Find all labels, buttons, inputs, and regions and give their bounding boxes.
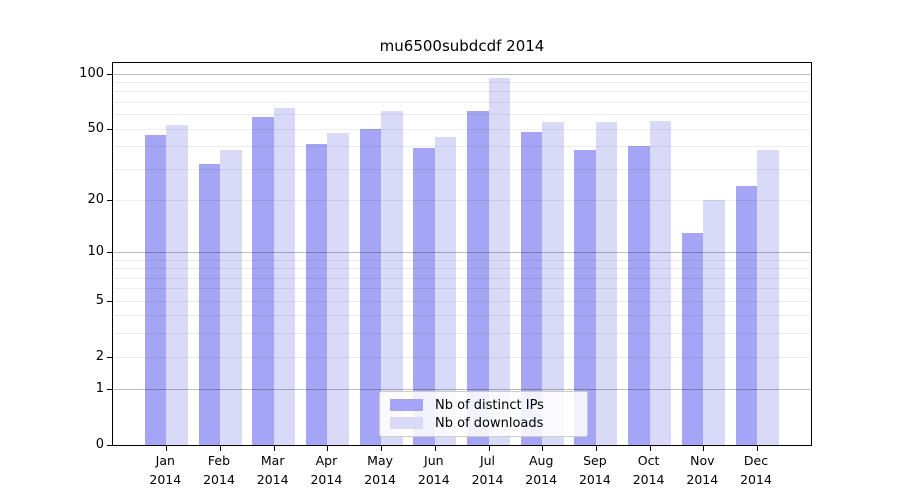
bar-distinct-ips: [520, 131, 543, 445]
x-tick-mark: [542, 446, 544, 451]
ticks-layer: [107, 63, 811, 451]
y-tick-label: 20: [87, 191, 104, 207]
x-tick-mark: [166, 446, 168, 451]
y-tick-label: 0: [95, 437, 104, 452]
bar-downloads: [327, 133, 349, 445]
y-tick-label: 2: [95, 348, 104, 364]
x-tick-mark: [273, 446, 275, 451]
bar-downloads: [595, 122, 618, 445]
bar-downloads: [220, 150, 242, 445]
x-tick-mark: [649, 446, 651, 451]
x-tick-label: Sep 2014: [578, 453, 611, 487]
legend: Nb of distinct IPs Nb of downloads: [379, 391, 588, 437]
bar-downloads: [166, 125, 188, 445]
bar-distinct-ips: [735, 185, 757, 445]
x-tick-mark: [327, 446, 329, 451]
legend-label-distinct-ips: Nb of distinct IPs: [435, 397, 544, 413]
x-tick-label: Dec 2014: [740, 453, 772, 487]
y-tick-mark: [107, 445, 112, 446]
bar-distinct-ips: [252, 116, 274, 445]
y-tick-label: 5: [95, 292, 104, 308]
bar-distinct-ips: [305, 144, 328, 445]
bar-distinct-ips: [144, 135, 167, 445]
legend-label-downloads: Nb of downloads: [435, 415, 544, 431]
legend-swatch-downloads: [390, 417, 423, 429]
x-tick-mark: [703, 446, 705, 451]
x-axis-labels: Jan 2014 Feb 2014 Mar 2014 Apr 2014 May 2014 Jun 20…: [112, 451, 812, 495]
y-tick-mark: [107, 300, 112, 302]
legend-item-downloads: Nb of downloads: [390, 415, 577, 431]
y-tick-mark: [107, 252, 112, 253]
y-tick-mark: [107, 356, 112, 358]
bar-downloads: [488, 78, 510, 445]
bar-downloads: [273, 107, 296, 445]
y-tick-label: 10: [87, 244, 104, 259]
x-tick-label: Nov 2014: [686, 453, 719, 487]
bar-distinct-ips: [413, 148, 435, 445]
bar-distinct-ips: [198, 163, 220, 445]
x-tick-label: Aug 2014: [525, 453, 558, 487]
x-tick-mark: [488, 446, 490, 451]
y-tick-label: 1: [95, 381, 104, 397]
x-tick-label: Jul 2014: [471, 453, 504, 487]
bar-distinct-ips: [467, 111, 489, 445]
bar-distinct-ips: [681, 232, 704, 445]
x-tick-mark: [220, 446, 221, 451]
bar-downloads: [757, 150, 779, 445]
x-tick-label: Jun 2014: [417, 453, 450, 487]
bar-distinct-ips: [628, 146, 650, 445]
legend-swatch-distinct-ips: [390, 399, 423, 411]
y-tick-mark: [107, 128, 112, 130]
bar-downloads: [542, 122, 564, 445]
x-tick-label: Oct 2014: [632, 453, 665, 487]
bar-downloads: [381, 111, 403, 445]
x-tick-mark: [434, 446, 436, 451]
plot-area: Nb of distinct IPs Nb of downloads: [107, 62, 812, 451]
bar-distinct-ips: [574, 150, 596, 445]
x-tick-mark: [757, 446, 758, 451]
bar-distinct-ips: [359, 128, 382, 445]
bars-layer: [113, 63, 811, 445]
y-tick-label: 50: [87, 120, 104, 136]
x-tick-label: Feb 2014: [203, 453, 235, 487]
x-tick-label: Mar 2014: [256, 453, 289, 487]
x-tick-mark: [595, 446, 597, 451]
y-tick-mark: [107, 73, 112, 75]
chart-title: mu6500subdcdf 2014: [379, 37, 545, 55]
x-tick-mark: [381, 446, 383, 451]
y-tick-label: 100: [79, 65, 104, 81]
y-tick-mark: [107, 389, 112, 391]
x-tick-label: May 2014: [364, 453, 396, 487]
x-tick-label: Apr 2014: [310, 453, 343, 487]
legend-item-distinct-ips: Nb of distinct IPs: [390, 397, 577, 413]
bar-downloads: [434, 136, 457, 445]
bar-downloads: [649, 120, 672, 445]
y-axis-labels: 100 50 20 10 5 2 1 0: [0, 62, 104, 453]
y-tick-mark: [107, 199, 112, 201]
bar-downloads: [703, 199, 725, 445]
x-tick-label: Jan 2014: [149, 453, 182, 487]
